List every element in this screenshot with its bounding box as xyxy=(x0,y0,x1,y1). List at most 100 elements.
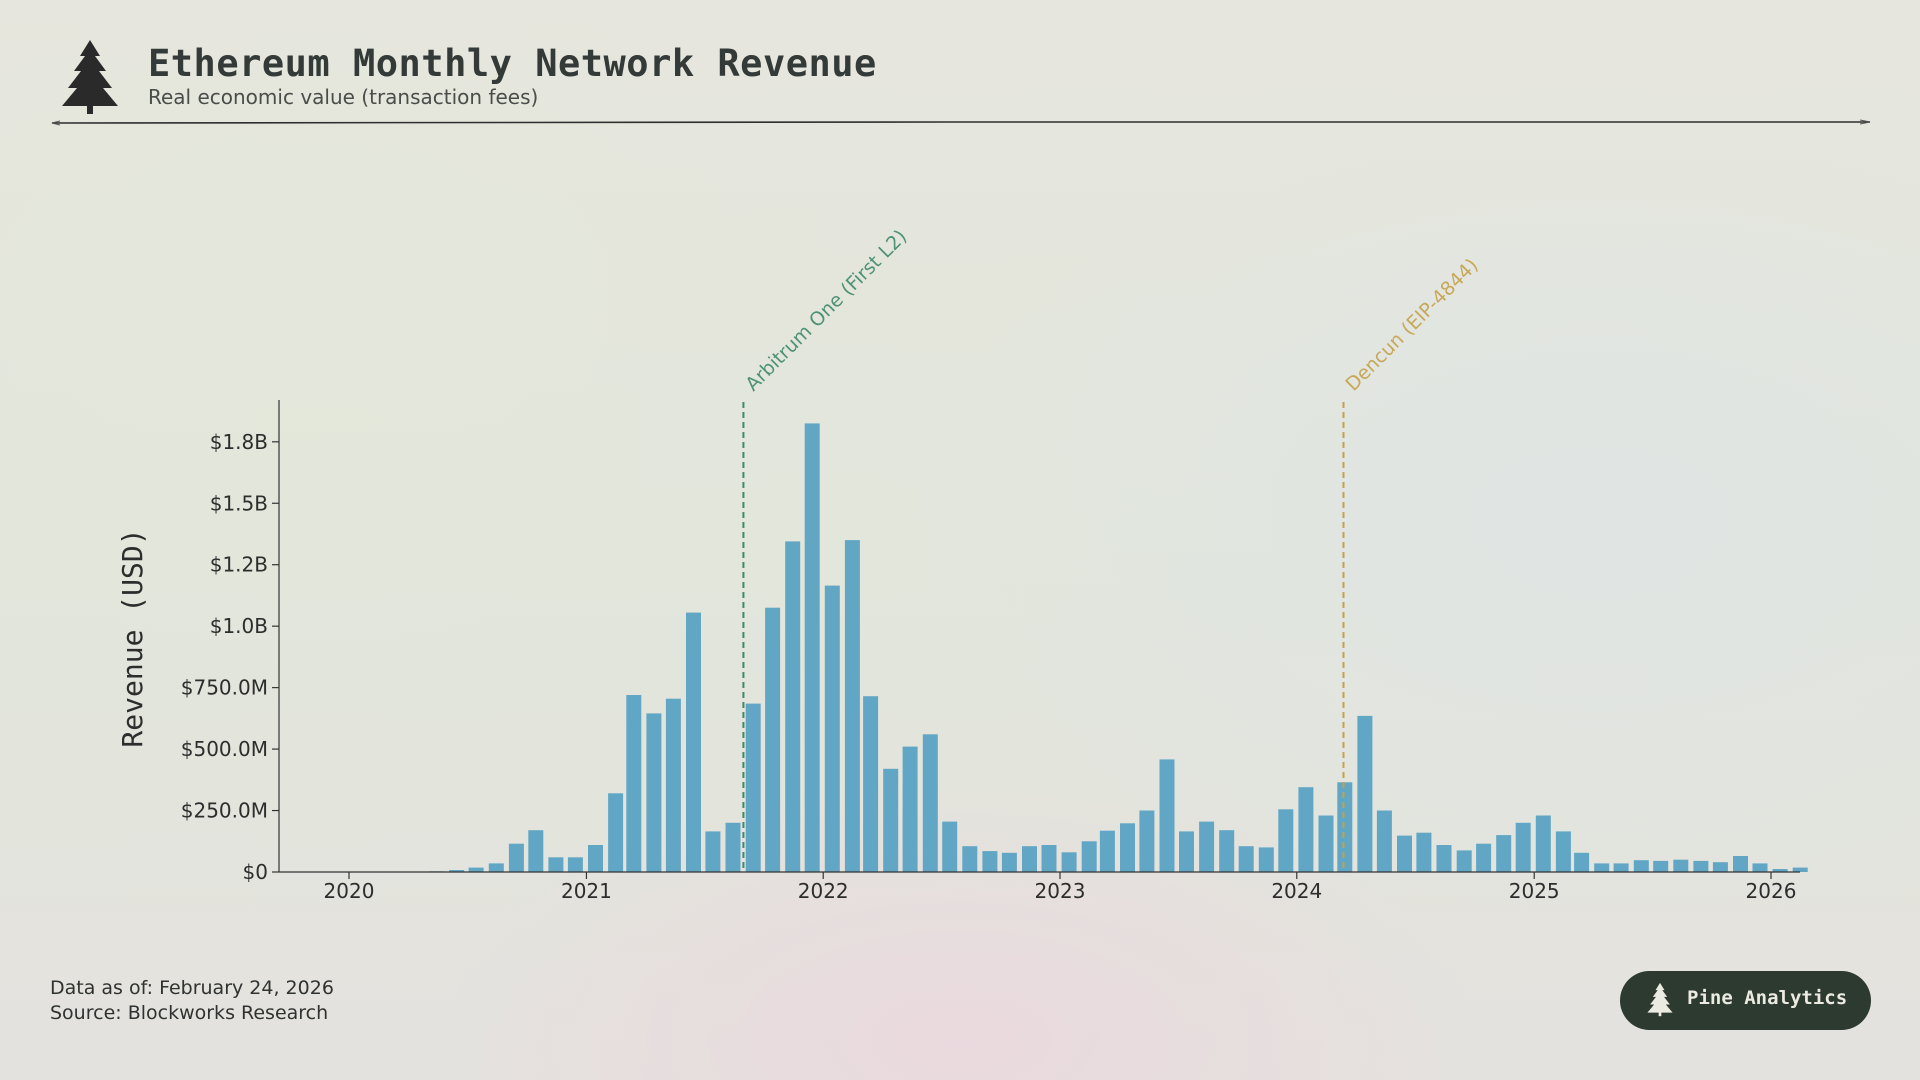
x-tick-label: 2024 xyxy=(1271,879,1322,903)
bar xyxy=(1792,867,1808,872)
footer: Data as of: February 24, 2026 Source: Bl… xyxy=(50,976,334,1026)
header: Ethereum Monthly Network Revenue Real ec… xyxy=(50,38,1872,128)
bars-layer xyxy=(311,423,1808,873)
data-as-of: Data as of: February 24, 2026 xyxy=(50,977,334,999)
bar xyxy=(1594,863,1610,872)
bar xyxy=(1633,860,1649,872)
pine-tree-icon xyxy=(62,40,118,114)
y-axis-label: Revenue (USD) xyxy=(116,528,149,747)
x-tick-label: 2022 xyxy=(798,879,849,903)
x-tick-label: 2021 xyxy=(561,879,612,903)
page-subtitle: Real economic value (transaction fees) xyxy=(148,85,539,109)
annotation-label: Arbitrum One (First L2) xyxy=(741,226,911,396)
bar xyxy=(725,822,741,872)
bar xyxy=(665,698,681,872)
bar xyxy=(1041,845,1057,872)
bar xyxy=(1022,846,1037,872)
bar xyxy=(1416,832,1432,872)
brand-badge: Pine Analytics xyxy=(1620,971,1871,1030)
bar xyxy=(1476,843,1492,872)
bar xyxy=(1357,715,1373,872)
bar xyxy=(1693,860,1709,872)
bar xyxy=(1159,759,1175,872)
bar xyxy=(468,867,484,872)
bar xyxy=(686,612,701,872)
bar xyxy=(646,713,662,872)
bar xyxy=(449,870,465,872)
bar xyxy=(1179,831,1194,872)
page-title: Ethereum Monthly Network Revenue xyxy=(148,42,877,85)
bar xyxy=(1456,850,1472,872)
bar xyxy=(528,830,544,872)
x-tick-label: 2020 xyxy=(324,879,375,903)
x-tick-label: 2026 xyxy=(1746,879,1797,903)
x-tick-label: 2025 xyxy=(1509,879,1560,903)
bar xyxy=(588,845,603,872)
bar xyxy=(1219,830,1235,872)
bar xyxy=(1120,823,1135,872)
bar xyxy=(883,768,899,873)
y-tick-label: $1.2B xyxy=(210,553,268,577)
bar xyxy=(863,696,879,872)
bar xyxy=(1318,815,1334,872)
bar xyxy=(1613,863,1629,872)
y-tick-label: $1.8B xyxy=(210,430,268,454)
bar xyxy=(488,863,504,872)
bar xyxy=(1772,869,1788,872)
bar xyxy=(1496,835,1512,872)
bar xyxy=(765,607,781,872)
bar xyxy=(1733,856,1748,872)
bar xyxy=(844,540,860,872)
bar xyxy=(785,541,801,872)
brand-name: Pine Analytics xyxy=(1687,987,1848,1009)
bar xyxy=(1001,852,1017,872)
bar xyxy=(1258,847,1274,872)
bar xyxy=(982,851,998,872)
bar xyxy=(1397,835,1412,872)
bar xyxy=(1238,846,1254,872)
bar xyxy=(1673,859,1689,872)
bar xyxy=(626,695,642,872)
data-source: Source: Blockworks Research xyxy=(50,1002,329,1024)
y-tick-label: $500.0M xyxy=(181,737,268,761)
bar xyxy=(1712,862,1728,872)
y-tick-label: $0 xyxy=(243,860,268,884)
bar xyxy=(804,423,820,872)
bar xyxy=(942,821,958,872)
bar xyxy=(1555,831,1571,872)
axes-layer: $0 $250.0M $500.0M $750.0M $1.0B $1.2B $1.5B $1… xyxy=(116,400,1800,903)
bar xyxy=(1337,782,1353,872)
bar xyxy=(1653,860,1669,872)
y-tick-label: $1.0B xyxy=(210,614,268,638)
bar xyxy=(1061,852,1077,872)
bar xyxy=(745,703,761,872)
bar xyxy=(508,843,524,872)
bar xyxy=(1081,841,1097,872)
bar xyxy=(1535,815,1551,872)
bar xyxy=(1199,821,1215,872)
bar xyxy=(1298,787,1314,872)
bar xyxy=(1099,830,1115,872)
bar xyxy=(902,746,918,872)
bar xyxy=(567,857,583,873)
bar xyxy=(705,831,721,872)
bar xyxy=(1436,845,1452,872)
bar xyxy=(1278,809,1294,872)
bar xyxy=(548,857,564,873)
bar xyxy=(1515,822,1531,872)
header-divider xyxy=(51,119,1871,126)
y-tick-label: $250.0M xyxy=(181,799,268,823)
bar xyxy=(608,793,624,872)
bar xyxy=(962,846,978,872)
bar xyxy=(922,734,938,872)
annotation-label: Dencun (EIP-4844) xyxy=(1341,254,1482,395)
bar xyxy=(1574,852,1590,872)
bar xyxy=(1376,810,1392,872)
bar xyxy=(1752,863,1768,872)
y-tick-label: $750.0M xyxy=(181,676,268,700)
bar xyxy=(1139,810,1155,872)
x-tick-label: 2023 xyxy=(1035,879,1086,903)
y-tick-label: $1.5B xyxy=(210,491,268,515)
bar xyxy=(824,585,840,872)
